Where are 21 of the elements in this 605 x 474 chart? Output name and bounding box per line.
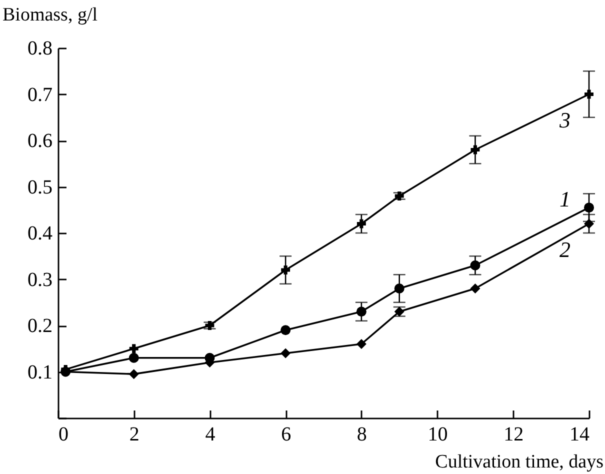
y-tick-label: 0.5 (28, 176, 52, 198)
x-tick-label: 6 (281, 424, 292, 446)
x-tick-label: 10 (428, 424, 448, 446)
x-tick-label: 8 (356, 424, 367, 446)
x-tick-label: 4 (205, 424, 216, 446)
x-tick-label: 0 (58, 424, 68, 446)
y-tick-label: 0.4 (28, 222, 52, 244)
series-label: 2 (560, 236, 570, 262)
series-label: 1 (560, 186, 570, 212)
series-label: 3 (558, 107, 570, 132)
x-tick-label: 2 (129, 424, 140, 446)
y-tick-label: 0.8 (28, 38, 52, 60)
y-tick-label: 0.1 (28, 361, 52, 384)
y-tick-label: 0.7 (28, 84, 52, 106)
y-axis-title: Biomass, g/l (2, 4, 98, 26)
y-tick-label: 0.3 (28, 268, 52, 291)
x-axis-title: Cultivation time, days (435, 452, 604, 472)
x-tick-label: 12 (504, 424, 524, 446)
x-tick-label: 14 (570, 424, 590, 446)
y-tick-label: 0.2 (28, 315, 52, 337)
y-tick-label: 0.6 (28, 130, 52, 152)
